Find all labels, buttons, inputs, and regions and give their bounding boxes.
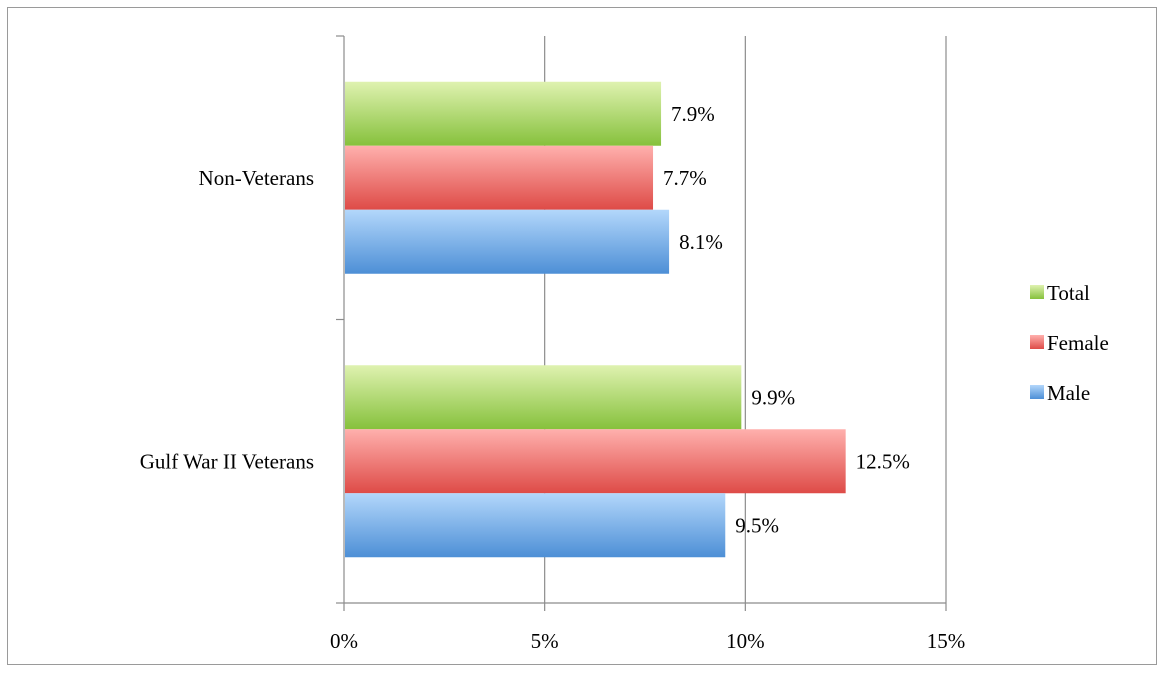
data-label: 12.5% [856, 449, 910, 473]
data-label: 7.7% [663, 166, 707, 190]
legend-label: Male [1047, 381, 1090, 405]
data-labels: 7.9% 7.7% 8.1% 9.9% 12.5% 9.5% [663, 102, 910, 538]
legend-swatch-male [1030, 385, 1044, 399]
bar-male [345, 493, 726, 558]
bar-total [345, 365, 742, 430]
data-label: 9.5% [735, 513, 779, 537]
x-tick-label: 10% [726, 629, 765, 653]
x-tick-label: 0% [330, 629, 358, 653]
legend-swatch-female [1030, 335, 1044, 349]
bar-male [345, 209, 670, 274]
data-label: 8.1% [679, 230, 723, 254]
x-tick-label: 5% [531, 629, 559, 653]
bar-total [345, 81, 662, 146]
data-label: 7.9% [671, 102, 715, 126]
legend-label: Total [1047, 281, 1090, 305]
bars [345, 81, 846, 558]
axes: 0% 5% 10% 15% Non-Veterans Gulf War II Vetera… [140, 35, 966, 653]
legend: Total Female Male [1030, 281, 1109, 405]
category-label: Gulf War II Veterans [140, 449, 314, 473]
category-label: Non-Veterans [199, 166, 314, 190]
bar-female [345, 429, 846, 494]
x-tick-label: 15% [927, 629, 966, 653]
data-label: 9.9% [751, 385, 795, 409]
bar-female [345, 145, 654, 210]
legend-swatch-total [1030, 285, 1044, 299]
legend-label: Female [1047, 331, 1109, 355]
